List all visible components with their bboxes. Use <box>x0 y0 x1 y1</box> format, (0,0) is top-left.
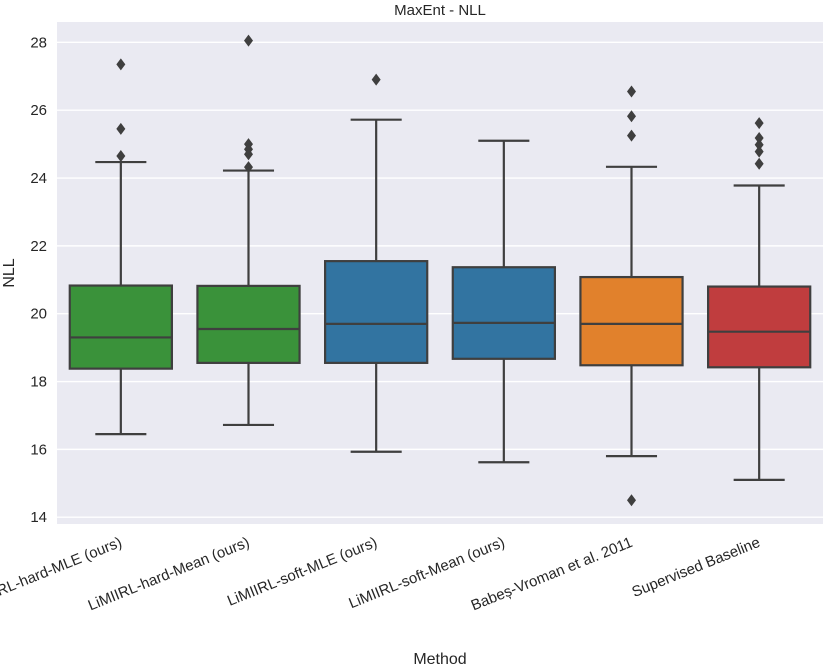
y-tick-label: 26 <box>30 102 47 119</box>
outlier-point <box>627 110 636 123</box>
outlier-point <box>116 58 126 71</box>
outlier-point <box>244 161 253 174</box>
boxes <box>68 34 812 507</box>
y-axis-ticks: 14 16 18 20 22 24 26 28 <box>30 34 47 526</box>
box-4 <box>451 139 556 464</box>
y-tick-label: 18 <box>30 374 47 391</box>
box-3 <box>324 73 429 453</box>
box-iqr <box>706 285 812 369</box>
x-tick-label: Supervised Baseline <box>629 534 762 601</box>
grid-lines <box>57 41 823 518</box>
box-iqr <box>324 260 429 364</box>
outlier-point <box>754 138 764 151</box>
outlier-point <box>627 494 636 507</box>
outlier-point <box>754 117 764 130</box>
x-axis-ticks: LiMIIRL-hard-MLE (ours)LiMIIRL-hard-Mean… <box>0 534 763 614</box>
outlier-point <box>244 34 253 47</box>
box-6 <box>706 117 812 482</box>
plot-area <box>57 22 823 524</box>
box-iqr <box>196 284 301 364</box>
box-2 <box>196 34 301 427</box>
y-tick-label: 24 <box>30 170 47 187</box>
outlier-point <box>116 122 126 135</box>
y-tick-label: 28 <box>30 34 47 51</box>
outlier-point <box>627 129 636 142</box>
outlier-point <box>116 149 126 162</box>
y-axis-label: NLL <box>1 258 18 287</box>
outlier-point <box>244 148 253 161</box>
outlier-point <box>754 157 764 170</box>
box-5 <box>579 85 684 507</box>
x-axis-label: Method <box>413 651 466 668</box>
box-iqr <box>68 284 174 370</box>
box-iqr <box>451 266 556 360</box>
box-iqr <box>579 275 684 367</box>
y-tick-label: 22 <box>30 238 47 255</box>
box-1 <box>68 58 174 436</box>
outlier-point <box>754 145 764 158</box>
y-tick-label: 20 <box>30 306 47 323</box>
chart-title: MaxEnt - NLL <box>394 2 486 19</box>
outlier-point <box>371 73 381 86</box>
y-tick-label: 16 <box>30 441 47 458</box>
outlier-point <box>754 132 764 145</box>
outlier-point <box>627 85 636 98</box>
y-tick-label: 14 <box>30 509 47 526</box>
